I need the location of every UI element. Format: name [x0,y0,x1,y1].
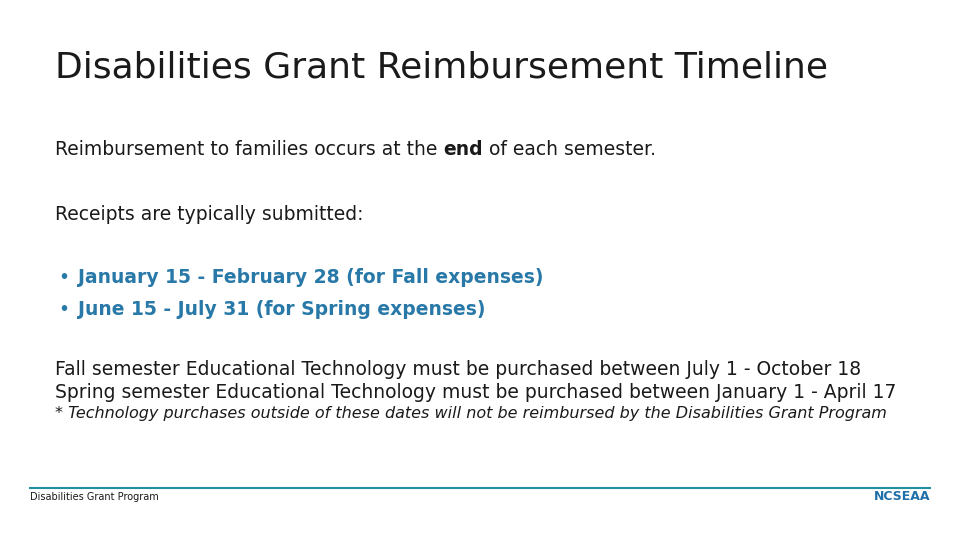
Text: Spring semester Educational Technology must be purchased between January 1 - Apr: Spring semester Educational Technology m… [55,383,897,402]
Text: Reimbursement to families occurs at the: Reimbursement to families occurs at the [55,140,444,159]
Text: Receipts are typically submitted:: Receipts are typically submitted: [55,205,364,224]
Text: NCSEAA: NCSEAA [874,490,930,503]
Text: end: end [444,140,483,159]
Text: Disabilities Grant Program: Disabilities Grant Program [30,492,158,502]
Text: •: • [58,268,69,287]
Text: •: • [58,300,69,319]
Text: of each semester.: of each semester. [483,140,656,159]
Text: Fall semester Educational Technology must be purchased between July 1 - October : Fall semester Educational Technology mus… [55,360,861,379]
Text: June 15 - July 31 (for Spring expenses): June 15 - July 31 (for Spring expenses) [78,300,486,319]
Text: Disabilities Grant Reimbursement Timeline: Disabilities Grant Reimbursement Timelin… [55,50,828,84]
Text: * Technology purchases outside of these dates will not be reimbursed by the Disa: * Technology purchases outside of these … [55,406,887,421]
Text: January 15 - February 28 (for Fall expenses): January 15 - February 28 (for Fall expen… [78,268,543,287]
